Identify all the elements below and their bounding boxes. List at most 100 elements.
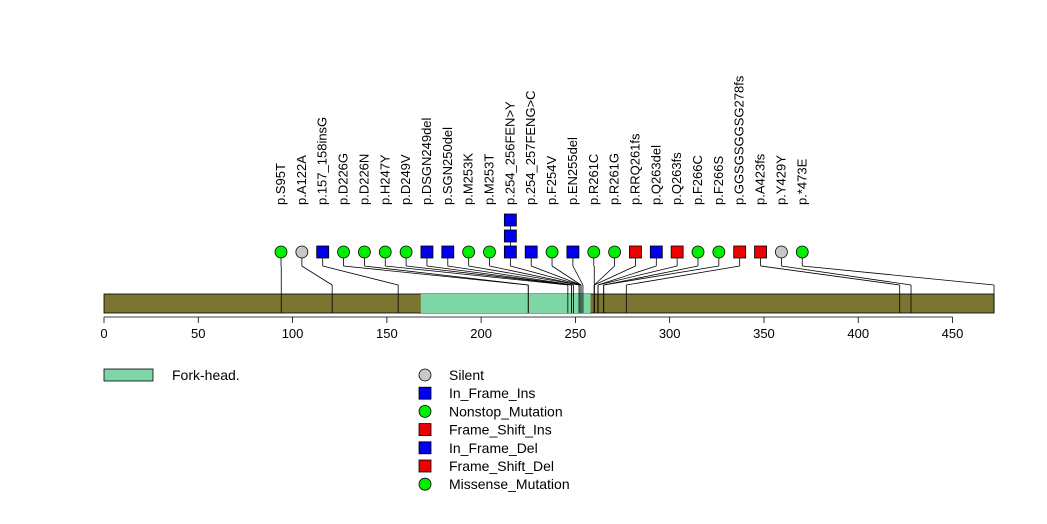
mutation-label-p-254-257feng-c: p.254_257FENG>C	[523, 90, 538, 205]
legend-type-marker	[418, 441, 432, 455]
x-axis-tick-label: 150	[376, 326, 398, 341]
legend-type-marker	[418, 368, 432, 382]
mutation-connector	[603, 265, 699, 286]
legend-type-marker	[418, 404, 432, 418]
mutation-connector	[406, 265, 572, 286]
mutation-label-p-en255del: p.EN255del	[565, 137, 580, 205]
mutation-label-p-q263fs: p.Q263fs	[669, 152, 684, 205]
domain-fork-head	[420, 294, 591, 313]
mutation-label-p-s95t: p.S95T	[273, 163, 288, 205]
x-axis-tick-label: 50	[191, 326, 205, 341]
mutation-connector	[760, 265, 900, 286]
mutation-connector	[626, 265, 740, 286]
mutation-label-p-f254v: p.F254V	[544, 156, 559, 205]
mutation-connector	[597, 265, 657, 286]
mutation-marker-p-254-256fen-y	[503, 245, 517, 259]
mutation-label-p-sgn250del: p.SGN250del	[440, 127, 455, 205]
mutation-label-p-q263del: p.Q263del	[648, 145, 663, 205]
mutation-marker-p-473e	[795, 245, 809, 259]
mutation-marker-p-d226n	[357, 245, 371, 259]
legend-type-marker	[418, 477, 432, 491]
mutation-connector	[364, 265, 529, 286]
mutation-marker-p-157-158insg	[316, 245, 330, 259]
mutation-connector	[781, 265, 912, 286]
mutation-marker-p-a423fs	[754, 245, 767, 259]
mutation-label-p-r261g: p.R261G	[607, 153, 622, 205]
mutation-marker-p-d226g	[337, 245, 350, 259]
mutation-label-p-d249v: p.D249V	[398, 154, 413, 205]
mutation-marker-p-m253t	[483, 245, 496, 259]
mutation-label-p-r261c: p.R261C	[586, 154, 601, 205]
mutation-connector	[594, 265, 636, 286]
mutation-marker-p-en255del	[566, 245, 580, 259]
legend-type-label: Missense_Mutation	[449, 476, 570, 492]
x-axis-tick-label: 350	[753, 326, 775, 341]
mutation-label-p-473e: p.*473E	[794, 158, 809, 205]
mutation-label-p-f266c: p.F266C	[690, 155, 705, 205]
mutation-marker-p-254-256fen-y	[503, 229, 517, 243]
legend-type-label: In_Frame_Del	[449, 440, 538, 456]
x-axis-tick-label: 250	[565, 326, 587, 341]
mutation-connector	[603, 265, 719, 286]
mutation-label-p-f266s: p.F266S	[711, 156, 726, 205]
mutation-connector	[597, 265, 678, 286]
mutation-marker-p-d249v	[399, 245, 413, 259]
x-axis-tick-label: 450	[942, 326, 964, 341]
mutation-label-p-m253k: p.M253K	[461, 153, 476, 205]
mutation-connector	[489, 265, 580, 286]
x-axis-tick-label: 0	[100, 326, 107, 341]
mutation-label-p-h247y: p.H247Y	[377, 154, 392, 205]
mutation-marker-p-sgn250del	[441, 245, 455, 259]
mutation-marker-p-m253k	[462, 245, 476, 259]
mutation-label-p-a122a: p.A122A	[294, 155, 309, 205]
mutation-marker-p-q263del	[649, 245, 663, 259]
legend-type-marker	[418, 423, 432, 437]
mutation-connector	[572, 265, 584, 286]
mutation-connector	[447, 265, 574, 286]
mutation-label-p-254-256fen-y: p.254_256FEN>Y	[502, 101, 517, 205]
mutation-marker-p-r261c	[587, 245, 601, 259]
mutation-label-p-a423fs: p.A423fs	[753, 153, 768, 205]
mutation-marker-p-254-256fen-y	[503, 213, 517, 227]
x-axis-tick-label: 300	[659, 326, 681, 341]
mutation-marker-p-q263fs	[670, 245, 684, 259]
mutation-connector	[301, 265, 333, 286]
legend-domain-swatch	[103, 368, 154, 382]
mutation-label-p-y429y: p.Y429Y	[773, 155, 788, 205]
mutation-marker-p-h247y	[378, 245, 392, 259]
mutation-label-p-dsgn249del: p.DSGN249del	[419, 117, 434, 205]
mutation-marker-p-a122a	[295, 245, 309, 259]
mutation-marker-p-f266s	[712, 245, 726, 259]
mutation-connector	[322, 265, 399, 286]
mutation-label-p-d226n: p.D226N	[356, 154, 371, 205]
mutation-connector	[531, 265, 582, 286]
legend-type-label: In_Frame_Ins	[449, 385, 535, 401]
mutation-connector	[593, 265, 615, 286]
mutation-connector	[802, 265, 995, 286]
legend-type-marker	[418, 459, 432, 473]
legend-type-label: Frame_Shift_Ins	[449, 422, 552, 438]
mutation-marker-p-s95t	[274, 245, 288, 259]
legend-type-label: Silent	[449, 367, 484, 383]
mutation-connector	[343, 265, 529, 286]
mutation-marker-p-f266c	[691, 245, 705, 259]
mutation-label-p-157-158insg: p.157_158insG	[315, 117, 330, 205]
mutation-label-p-ggsgsggsg278fs: p.GGSGSGGSG278fs	[732, 75, 747, 205]
mutation-marker-p-dsgn249del	[420, 245, 434, 259]
mutation-connector	[385, 265, 568, 286]
mutation-marker-p-r261g	[608, 245, 621, 259]
mutation-connector	[551, 265, 582, 286]
mutation-connector	[426, 265, 572, 286]
mutation-marker-p-ggsgsggsg278fs	[733, 245, 747, 259]
mutation-marker-p-y429y	[775, 245, 788, 259]
mutation-marker-p-f254v	[545, 245, 559, 259]
mutation-marker-p-rrq261fs	[629, 245, 642, 259]
legend-type-marker	[418, 386, 432, 400]
mutation-marker-p-254-257feng-c	[524, 245, 538, 259]
x-axis-tick-label: 100	[282, 326, 304, 341]
mutation-label-p-m253t: p.M253T	[482, 154, 497, 205]
mutation-label-p-d226g: p.D226G	[336, 153, 351, 205]
mutation-label-p-rrq261fs: p.RRQ261fs	[627, 133, 642, 205]
x-axis-tick-label: 400	[847, 326, 869, 341]
